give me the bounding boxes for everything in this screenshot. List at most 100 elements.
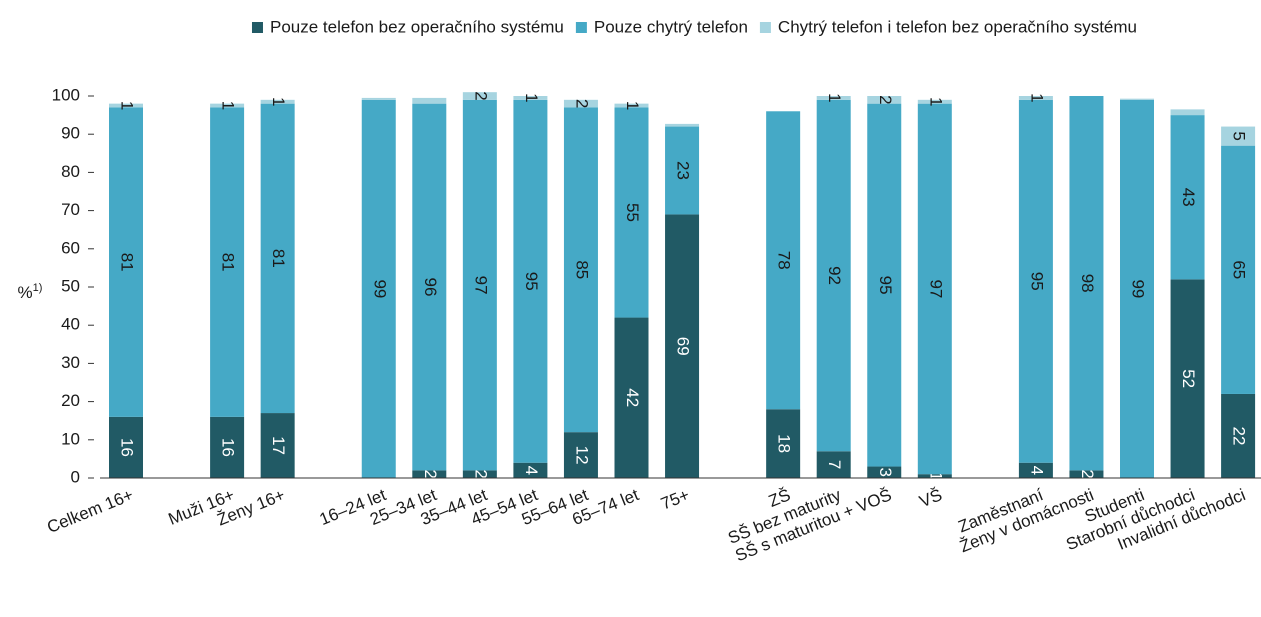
y-tick-label: 20 bbox=[61, 391, 80, 410]
bar-segment bbox=[513, 462, 548, 478]
data-label: 4 bbox=[1027, 466, 1046, 475]
bar-segment bbox=[210, 107, 245, 417]
data-label: 43 bbox=[1179, 188, 1198, 207]
data-label: 97 bbox=[926, 279, 945, 298]
data-label: 85 bbox=[572, 260, 591, 279]
y-tick-label: 0 bbox=[71, 467, 80, 486]
y-tick-label: 100 bbox=[52, 85, 80, 104]
bar-segment bbox=[412, 103, 447, 471]
x-tick-label: VŠ bbox=[917, 485, 945, 511]
data-label: 98 bbox=[1078, 274, 1097, 293]
x-tick-label: 75+ bbox=[658, 485, 692, 513]
data-label: 16 bbox=[219, 438, 238, 457]
data-label: 17 bbox=[269, 436, 288, 455]
data-label: 3 bbox=[876, 468, 895, 477]
bar-segment bbox=[867, 96, 902, 104]
bar-segment bbox=[1120, 99, 1154, 478]
data-label: 22 bbox=[1230, 427, 1249, 446]
data-label: 7 bbox=[825, 460, 844, 469]
y-tick-label: 10 bbox=[61, 429, 80, 448]
data-label: 95 bbox=[522, 272, 541, 291]
bar-segment bbox=[614, 107, 649, 318]
bar-segment bbox=[1018, 462, 1053, 478]
bar-segment bbox=[260, 99, 295, 104]
bar-segment bbox=[412, 470, 447, 478]
data-label: 2 bbox=[1078, 469, 1097, 478]
data-label: 4 bbox=[522, 466, 541, 475]
legend-label: Pouze chytrý telefon bbox=[594, 17, 748, 36]
data-label: 52 bbox=[1179, 369, 1198, 388]
data-label: 1 bbox=[623, 101, 642, 110]
bar-segment bbox=[1120, 98, 1154, 100]
bar-segment bbox=[109, 107, 143, 417]
data-label: 23 bbox=[674, 161, 693, 180]
data-label: 1 bbox=[926, 97, 945, 106]
data-label: 42 bbox=[623, 388, 642, 407]
data-label: 96 bbox=[421, 278, 440, 297]
bar-segment bbox=[614, 103, 649, 108]
data-label: 65 bbox=[1230, 260, 1249, 279]
data-label: 1 bbox=[269, 97, 288, 106]
data-label: 18 bbox=[775, 434, 794, 453]
data-label: 2 bbox=[471, 469, 490, 478]
data-label: 2 bbox=[471, 91, 490, 100]
bar-segment bbox=[563, 99, 598, 108]
bar-segment bbox=[665, 126, 700, 215]
data-label: 97 bbox=[471, 276, 490, 295]
legend-swatch bbox=[575, 22, 587, 33]
legend-label: Chytrý telefon i telefon bez operačního … bbox=[778, 17, 1137, 36]
bar-segment bbox=[816, 99, 851, 452]
data-label: 1 bbox=[522, 93, 541, 102]
bar-segment bbox=[867, 103, 902, 467]
bar-segment bbox=[665, 123, 700, 127]
legend-swatch bbox=[251, 22, 263, 33]
data-label: 99 bbox=[1129, 279, 1148, 298]
bar-segment bbox=[917, 474, 952, 478]
bar-segment bbox=[816, 451, 851, 478]
data-label: 2 bbox=[876, 95, 895, 104]
bar-segment bbox=[260, 413, 295, 478]
data-label: 1 bbox=[1027, 93, 1046, 102]
y-tick-label: 40 bbox=[61, 315, 80, 334]
bar-segment bbox=[412, 97, 447, 104]
y-tick-label: 70 bbox=[61, 200, 80, 219]
data-label: 12 bbox=[572, 446, 591, 465]
bar-segment bbox=[462, 92, 497, 100]
bar-segment bbox=[260, 103, 295, 414]
y-axis-label-main: % bbox=[18, 283, 33, 302]
data-label: 1 bbox=[926, 471, 945, 480]
data-label: 95 bbox=[876, 276, 895, 295]
bar-segment bbox=[109, 416, 143, 478]
bar-segment bbox=[109, 103, 143, 108]
data-label: 16 bbox=[118, 438, 137, 457]
data-label: 92 bbox=[825, 266, 844, 285]
x-tick-label: Celkem 16+ bbox=[44, 485, 136, 537]
bar-segment bbox=[766, 111, 801, 410]
bar-segment bbox=[766, 409, 801, 478]
y-tick-label: 30 bbox=[61, 353, 80, 372]
y-tick-label: 90 bbox=[61, 124, 80, 143]
bar-segment bbox=[462, 470, 497, 478]
legend-swatch bbox=[759, 22, 771, 33]
bar-segment bbox=[210, 103, 245, 108]
bar-segment bbox=[816, 96, 851, 100]
data-label: 2 bbox=[421, 469, 440, 478]
y-tick-label: 80 bbox=[61, 162, 80, 181]
bar-segment bbox=[1069, 470, 1104, 478]
data-label: 95 bbox=[1027, 272, 1046, 291]
bar-segment bbox=[1170, 279, 1205, 478]
bar-segment bbox=[614, 317, 649, 478]
bar-segment bbox=[563, 432, 598, 478]
data-label: 2 bbox=[572, 99, 591, 108]
data-label: 81 bbox=[118, 253, 137, 272]
bar-segment bbox=[1018, 96, 1053, 100]
y-tick-label: 60 bbox=[61, 238, 80, 257]
legend: Pouze telefon bez operačního systému Pouz… bbox=[251, 17, 1137, 36]
y-tick-label: 50 bbox=[61, 276, 80, 295]
bar-segment bbox=[917, 103, 952, 475]
data-label: 78 bbox=[775, 251, 794, 270]
bar-segment bbox=[563, 107, 598, 433]
data-label: 1 bbox=[118, 101, 137, 110]
bar-segment bbox=[917, 99, 952, 104]
